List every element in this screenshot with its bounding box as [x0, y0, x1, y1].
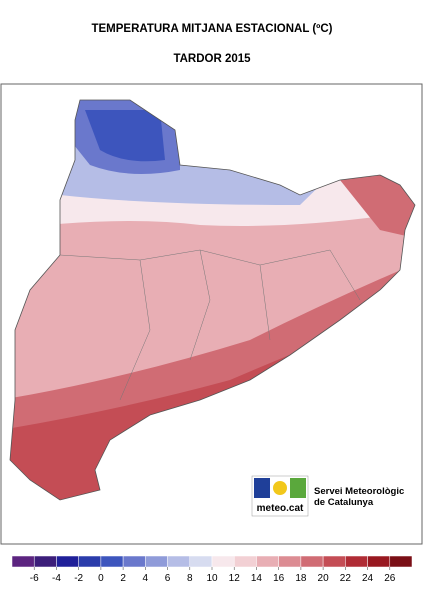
legend-tick-label: 4	[143, 573, 149, 584]
legend-swatch	[100, 555, 124, 568]
legend-tick-label: 0	[98, 573, 104, 584]
legend-tick-label: -4	[52, 573, 61, 584]
legend-swatch	[389, 555, 413, 568]
legend-tick-label: 24	[362, 573, 374, 584]
legend-tick-label: 18	[295, 573, 307, 584]
legend: -6 -4 -2 0 2 4 6 8 10 12 14 16 18 20 22 24 26	[11, 555, 413, 584]
map-outline	[9, 99, 416, 501]
legend-swatch	[300, 555, 324, 568]
legend-swatch	[167, 555, 191, 568]
logo-icon	[290, 478, 306, 498]
legend-swatch	[256, 555, 279, 568]
legend-swatch	[211, 555, 235, 568]
legend-tick-label: 10	[206, 573, 218, 584]
legend-tick-label: 2	[120, 573, 126, 584]
subtitle: TARDOR 2015	[173, 53, 251, 65]
legend-tick-label: 20	[318, 573, 330, 584]
region-coldest	[85, 110, 165, 162]
logo: meteo.cat Servei Meteorològic de Catalun…	[251, 475, 404, 517]
legend-swatch	[322, 555, 346, 568]
legend-swatch	[345, 555, 368, 568]
legend-swatch	[56, 555, 79, 568]
legend-swatch	[367, 555, 391, 568]
logo-icon	[273, 481, 287, 495]
legend-swatch	[122, 555, 146, 568]
legend-swatch	[189, 555, 213, 568]
map-frame	[0, 83, 423, 545]
logo-brand: meteo.cat	[257, 503, 304, 514]
legend-swatch	[78, 555, 102, 568]
logo-line: de Catalunya	[314, 497, 374, 508]
title: TEMPERATURA MITJANA ESTACIONAL (ºC)	[91, 23, 332, 35]
logo-icon	[254, 478, 270, 498]
legend-tick-label: 26	[384, 573, 396, 584]
legend-swatch	[145, 555, 168, 568]
logo-line: Servei Meteorològic	[314, 486, 404, 497]
legend-swatch	[11, 555, 35, 568]
legend-tick-label: 12	[229, 573, 241, 584]
legend-swatch	[233, 555, 257, 568]
legend-tick-label: -6	[30, 573, 39, 584]
legend-swatch	[33, 555, 57, 568]
legend-tick-label: 22	[340, 573, 352, 584]
legend-tick-label: 8	[187, 573, 193, 584]
legend-tick-label: -2	[74, 573, 83, 584]
legend-tick-label: 16	[273, 573, 285, 584]
legend-tick-label: 14	[251, 573, 263, 584]
county-borders	[59, 249, 361, 401]
legend-swatch	[278, 555, 302, 568]
legend-tick-label: 6	[165, 573, 171, 584]
